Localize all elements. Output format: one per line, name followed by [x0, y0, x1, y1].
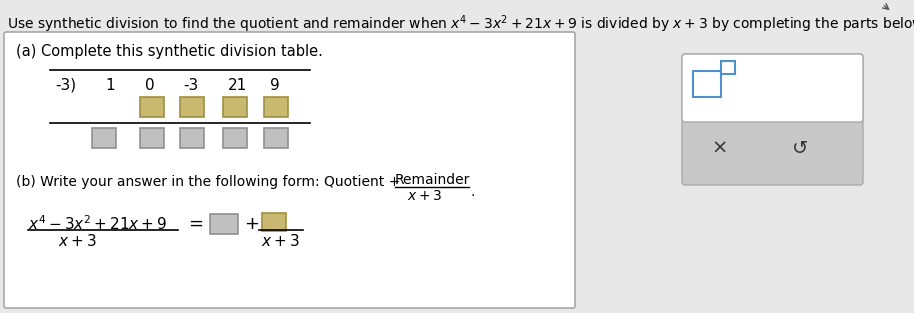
Text: 9: 9 [270, 78, 280, 93]
Text: =: = [188, 215, 203, 233]
FancyBboxPatch shape [264, 128, 288, 148]
Text: $x+3$: $x+3$ [407, 189, 442, 203]
FancyBboxPatch shape [4, 32, 575, 308]
Text: +: + [244, 215, 259, 233]
Text: $x^{4}-3x^{2}+21x+9$: $x^{4}-3x^{2}+21x+9$ [28, 214, 167, 233]
FancyBboxPatch shape [682, 54, 863, 122]
Text: .: . [470, 185, 474, 199]
Text: -3: -3 [183, 78, 198, 93]
Text: -3): -3) [55, 78, 76, 93]
Text: 1: 1 [105, 78, 114, 93]
FancyBboxPatch shape [210, 214, 238, 234]
FancyBboxPatch shape [140, 128, 164, 148]
FancyBboxPatch shape [92, 128, 116, 148]
FancyBboxPatch shape [693, 71, 721, 97]
Text: (b) Write your answer in the following form: Quotient +: (b) Write your answer in the following f… [16, 175, 400, 189]
Text: (a) Complete this synthetic division table.: (a) Complete this synthetic division tab… [16, 44, 323, 59]
Text: $x+3$: $x+3$ [261, 233, 300, 249]
FancyBboxPatch shape [223, 97, 247, 117]
FancyBboxPatch shape [223, 128, 247, 148]
Text: 21: 21 [228, 78, 248, 93]
Text: ×: × [712, 139, 728, 158]
FancyBboxPatch shape [262, 213, 286, 231]
Text: $x+3$: $x+3$ [58, 233, 97, 249]
FancyBboxPatch shape [721, 61, 735, 74]
FancyBboxPatch shape [180, 97, 204, 117]
FancyBboxPatch shape [682, 54, 863, 185]
FancyBboxPatch shape [140, 97, 164, 117]
Text: ↺: ↺ [792, 139, 808, 158]
FancyBboxPatch shape [264, 97, 288, 117]
Text: Remainder: Remainder [395, 173, 471, 187]
FancyBboxPatch shape [180, 128, 204, 148]
Text: Use synthetic division to find the quotient and remainder when $x^{4}-3x^{2}+21x: Use synthetic division to find the quoti… [7, 13, 914, 35]
Text: 0: 0 [145, 78, 154, 93]
